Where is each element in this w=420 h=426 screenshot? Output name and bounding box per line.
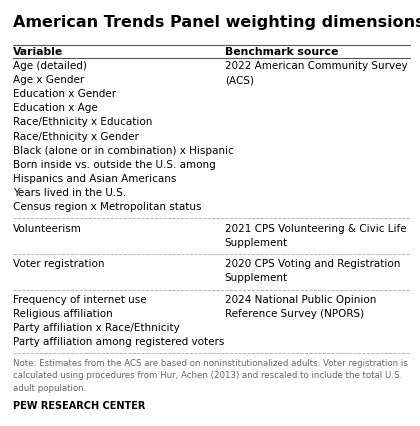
Text: Supplement: Supplement: [225, 273, 288, 283]
Text: Education x Gender: Education x Gender: [13, 89, 116, 99]
Text: (ACS): (ACS): [225, 75, 254, 85]
Text: 2021 CPS Volunteering & Civic Life: 2021 CPS Volunteering & Civic Life: [225, 224, 406, 233]
Text: Race/Ethnicity x Education: Race/Ethnicity x Education: [13, 118, 152, 127]
Text: Years lived in the U.S.: Years lived in the U.S.: [13, 188, 126, 198]
Text: Frequency of internet use: Frequency of internet use: [13, 295, 146, 305]
Text: Supplement: Supplement: [225, 238, 288, 248]
Text: Age x Gender: Age x Gender: [13, 75, 84, 85]
Text: adult population.: adult population.: [13, 384, 86, 393]
Text: 2024 National Public Opinion: 2024 National Public Opinion: [225, 295, 376, 305]
Text: Benchmark source: Benchmark source: [225, 47, 338, 57]
Text: Census region x Metropolitan status: Census region x Metropolitan status: [13, 202, 201, 212]
Text: Age (detailed): Age (detailed): [13, 61, 87, 71]
Text: Race/Ethnicity x Gender: Race/Ethnicity x Gender: [13, 132, 139, 141]
Text: PEW RESEARCH CENTER: PEW RESEARCH CENTER: [13, 401, 145, 411]
Text: Party affiliation x Race/Ethnicity: Party affiliation x Race/Ethnicity: [13, 323, 179, 333]
Text: Reference Survey (NPORS): Reference Survey (NPORS): [225, 309, 364, 319]
Text: American Trends Panel weighting dimensions: American Trends Panel weighting dimensio…: [13, 15, 420, 30]
Text: Voter registration: Voter registration: [13, 259, 104, 269]
Text: Party affiliation among registered voters: Party affiliation among registered voter…: [13, 337, 224, 347]
Text: Born inside vs. outside the U.S. among: Born inside vs. outside the U.S. among: [13, 160, 215, 170]
Text: Religious affiliation: Religious affiliation: [13, 309, 113, 319]
Text: calculated using procedures from Hur, Achen (2013) and rescaled to include the t: calculated using procedures from Hur, Ac…: [13, 371, 402, 380]
Text: Education x Age: Education x Age: [13, 104, 97, 113]
Text: Volunteerism: Volunteerism: [13, 224, 81, 233]
Text: Variable: Variable: [13, 47, 63, 57]
Text: Note: Estimates from the ACS are based on noninstitutionalized adults. Voter reg: Note: Estimates from the ACS are based o…: [13, 359, 407, 368]
Text: Hispanics and Asian Americans: Hispanics and Asian Americans: [13, 174, 176, 184]
Text: 2020 CPS Voting and Registration: 2020 CPS Voting and Registration: [225, 259, 400, 269]
Text: Black (alone or in combination) x Hispanic: Black (alone or in combination) x Hispan…: [13, 146, 234, 155]
Text: 2022 American Community Survey: 2022 American Community Survey: [225, 61, 407, 71]
